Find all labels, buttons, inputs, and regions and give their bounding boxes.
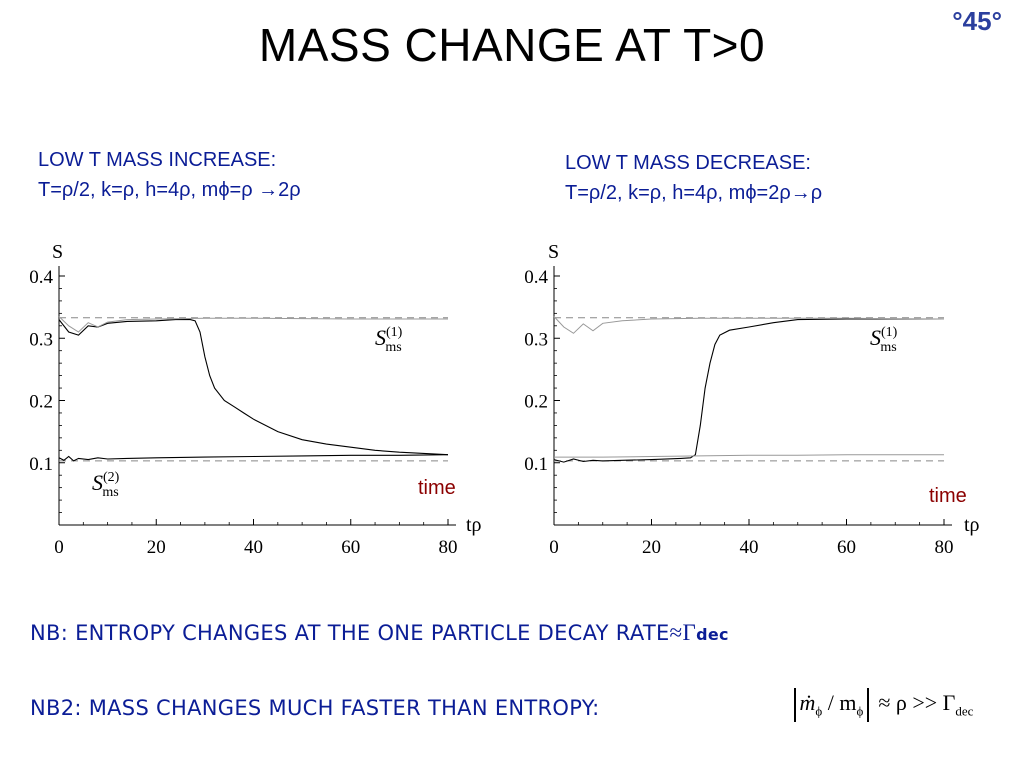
chart-1-x-tick-label: 0 [54, 537, 64, 558]
chart-2-series-line-1 [553, 318, 944, 463]
formula-mdot: ṁ [799, 690, 816, 716]
chart-1-x-tick-label: 80 [439, 537, 458, 558]
right-panel-caption: LOW T MASS DECREASE: T=ρ/2, k=ρ, h=4ρ, m… [565, 148, 822, 208]
chart-1-y-tick-label: 0.4 [29, 267, 53, 288]
chart-1-y-tick-label: 0.3 [29, 329, 53, 350]
chart-1-time-annotation: time [418, 477, 456, 499]
note-1-subscript: dec [696, 625, 729, 644]
note-1-symbol: ≈Γ [669, 620, 697, 645]
formula-dec: dec [955, 703, 974, 719]
formula-phi-2: ϕ [856, 703, 864, 719]
slide-title: MASS CHANGE AT T>0 [258, 19, 766, 71]
note-1: NB: ENTROPY CHANGES AT THE ONE PARTICLE … [30, 620, 729, 646]
left-panel-caption: LOW T MASS INCREASE: T=ρ/2, k=ρ, h=4ρ, m… [38, 145, 301, 205]
chart-2-x-tick-label: 20 [642, 537, 661, 558]
chart-1-y-axis-label: S [52, 241, 63, 263]
chart-2-x-tick-label: 40 [740, 537, 759, 558]
chart-2-series-label: S(1) ms [870, 325, 898, 355]
chart-2-y-axis-label: S [548, 241, 559, 263]
chart-2-x-tick-label: 0 [549, 537, 559, 558]
chart-1-y-tick-label: 0.1 [29, 454, 53, 475]
chart-2-series-line-3 [554, 454, 944, 458]
abs-bar-left [794, 688, 796, 722]
chart-1-y-tick-label: 0.2 [29, 392, 53, 413]
note-2-text: NB2: MASS CHANGES MUCH FASTER THAN ENTRO… [30, 696, 600, 720]
chart-1-x-tick-label: 40 [244, 537, 263, 558]
chart-1-x-axis-label: tρ [466, 514, 482, 536]
chart-1-x-tick-label: 60 [341, 537, 360, 558]
rate-formula: ṁϕ / mϕ ≈ ρ >> Γdec [790, 688, 973, 722]
abs-bar-right [867, 688, 869, 722]
right-panel-params: T=ρ/2, k=ρ, h=4ρ, mϕ=2ρ→ρ [565, 182, 823, 204]
formula-phi-1: ϕ [815, 703, 823, 719]
note-2: NB2: MASS CHANGES MUCH FASTER THAN ENTRO… [30, 696, 599, 720]
chart-2-x-tick-label: 80 [935, 537, 954, 558]
slide-number: °45° [952, 6, 1002, 36]
formula-relation: ≈ ρ >> Γ [878, 690, 956, 716]
note-1-text: NB: ENTROPY CHANGES AT THE ONE PARTICLE … [30, 621, 670, 645]
chart-1-series-label: S(2) ms [92, 470, 120, 500]
chart-2-y-tick-label: 0.4 [524, 267, 548, 288]
left-panel-params: T=ρ/2, k=ρ, h=4ρ, mϕ=ρ →2ρ [38, 179, 301, 201]
chart-1-series-line-3 [58, 454, 449, 462]
left-panel-heading: LOW T MASS INCREASE: [38, 149, 277, 171]
chart-2-x-tick-label: 60 [837, 537, 856, 558]
chart-1-series-label: S(1) ms [375, 325, 403, 355]
right-panel-heading: LOW T MASS DECREASE: [565, 152, 811, 174]
chart-2-series-line-2 [553, 316, 945, 334]
chart-2-time-annotation: time [929, 485, 967, 507]
chart-2-y-tick-label: 0.1 [524, 454, 548, 475]
chart-1-series-line-2 [58, 316, 448, 333]
chart-2-y-tick-label: 0.2 [524, 392, 548, 413]
chart-1-x-tick-label: 20 [147, 537, 166, 558]
formula-slash-m: / m [822, 690, 857, 716]
chart-2-x-axis-label: tρ [964, 514, 980, 536]
chart-2-y-tick-label: 0.3 [524, 329, 548, 350]
